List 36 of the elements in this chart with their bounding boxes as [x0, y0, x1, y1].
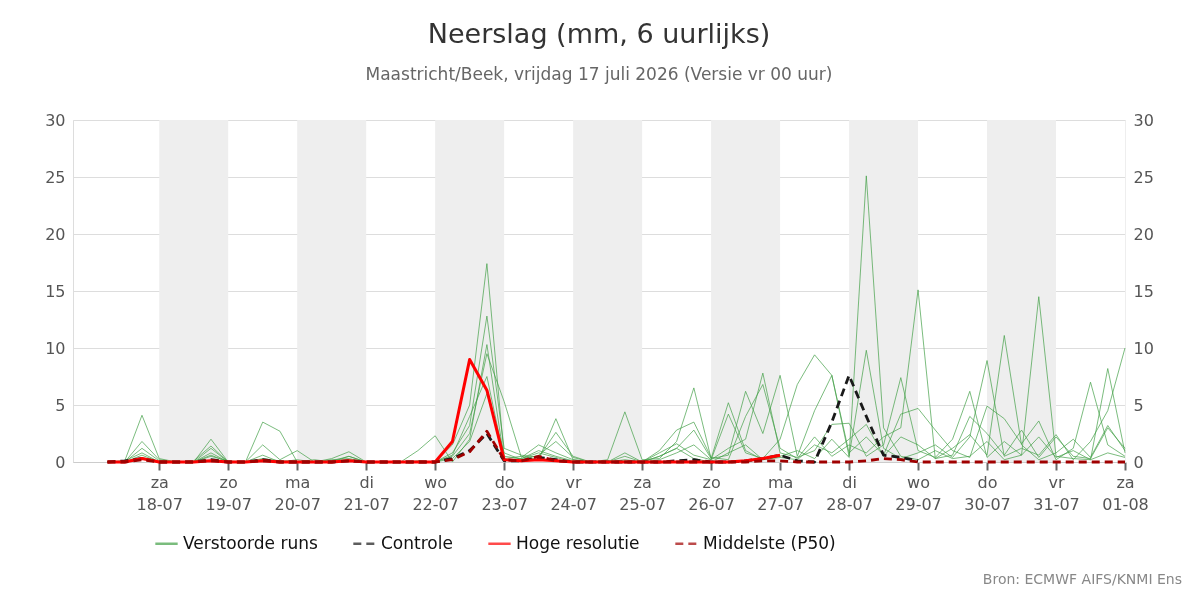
x-tick-label: vr 24-07	[550, 472, 597, 514]
y2-tick-label: 15	[1133, 281, 1154, 301]
y-tick-label: 5	[55, 395, 66, 415]
x-tick-label: zo 26-07	[688, 472, 735, 514]
legend-label: Hoge resolutie	[516, 532, 640, 553]
y2-tick-label: 25	[1133, 167, 1154, 187]
y-tick-label: 30	[45, 110, 66, 130]
x-tick-label: ma 27-07	[757, 472, 804, 514]
y2-tick-label: 5	[1133, 395, 1144, 415]
y2-tick-label: 10	[1133, 338, 1154, 358]
x-tick-label: wo 22-07	[412, 472, 459, 514]
text: Bron: ECMWF AIFS/KNMI Ens	[982, 571, 1182, 587]
x-tick-label: za 25-07	[619, 472, 666, 514]
x-tick-label: za 18-07	[136, 472, 183, 514]
y2-tick-label: 0	[1133, 452, 1144, 472]
chart-title: Neerslag (mm, 6 uurlijks)	[427, 18, 771, 49]
x-tick-label: do 23-07	[481, 472, 528, 514]
y-tick-label: 20	[45, 224, 66, 244]
x-tick-label: vr 31-07	[1033, 472, 1080, 514]
x-tick-label: do 30-07	[964, 472, 1011, 514]
y-tick-label: 0	[55, 452, 66, 472]
x-tick-label: di 21-07	[343, 472, 390, 514]
x-tick-label: zo 19-07	[205, 472, 252, 514]
x-tick-label: wo 29-07	[895, 472, 942, 514]
y-tick-label: 10	[45, 338, 66, 358]
x-tick-label: za 01-08	[1102, 472, 1149, 514]
y-tick-label: 15	[45, 281, 66, 301]
chart-subtitle: Maastricht/Beek, vrijdag 17 juli 2026 (Versie vr 00 uur)	[365, 64, 833, 84]
y-tick-label: 25	[45, 167, 66, 187]
x-tick-label: di 28-07	[826, 472, 873, 514]
y2-tick-label: 20	[1133, 224, 1154, 244]
x-tick-label: ma 20-07	[274, 472, 321, 514]
legend-label: Controle	[381, 532, 453, 553]
legend-label: Verstoorde runs	[183, 532, 318, 553]
legend-label: Middelste (P50)	[703, 532, 836, 553]
y2-tick-label: 30	[1133, 110, 1154, 130]
